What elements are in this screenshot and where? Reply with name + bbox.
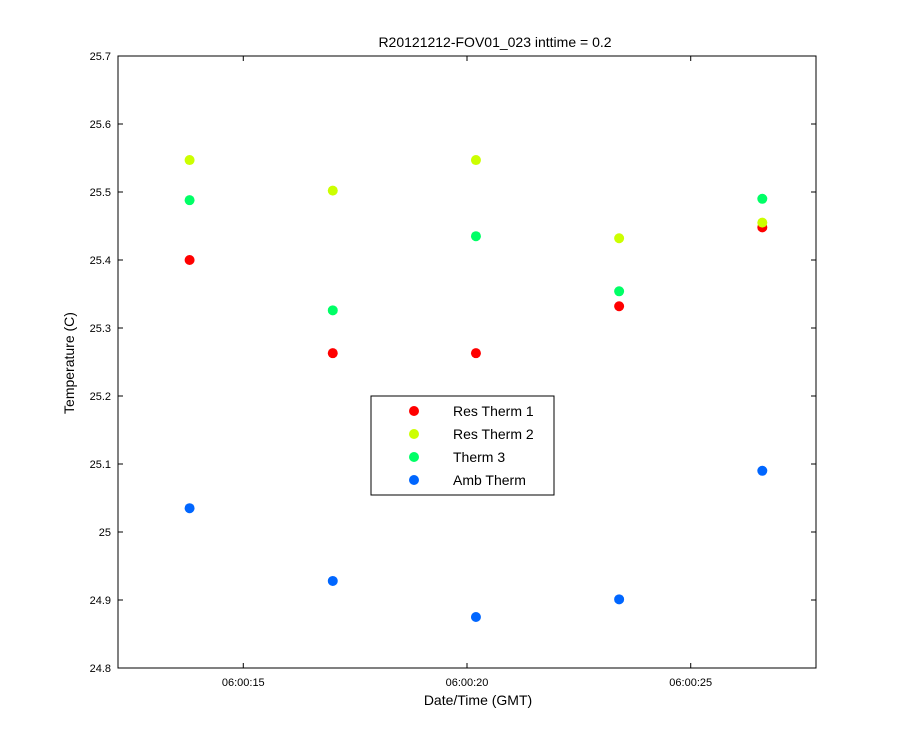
legend-box xyxy=(370,395,555,496)
data-point xyxy=(470,231,481,242)
data-point xyxy=(327,305,338,316)
data-point xyxy=(470,348,481,359)
series-amb-therm xyxy=(184,465,768,622)
y-tick-label: 25.2 xyxy=(90,391,111,403)
y-tick-label: 25.5 xyxy=(90,187,111,199)
data-point xyxy=(614,286,625,297)
series-therm-3 xyxy=(184,193,768,316)
data-point xyxy=(184,255,195,265)
y-tick-label: 25.6 xyxy=(90,119,111,131)
y-tick-label: 25 xyxy=(99,527,111,539)
x-tick-label: 06:00:20 xyxy=(446,677,489,689)
data-point xyxy=(327,185,338,196)
series-res-therm-2 xyxy=(184,155,768,244)
legend-marker xyxy=(409,406,419,416)
data-point xyxy=(614,301,625,312)
data-point xyxy=(757,193,768,204)
data-point xyxy=(757,217,768,228)
x-tick-label: 06:00:15 xyxy=(222,677,265,689)
legend-label: Amb Therm xyxy=(453,472,526,488)
legend-marker xyxy=(409,475,419,485)
y-axis-title: Temperature (C) xyxy=(61,312,77,414)
y-tick-label: 25.4 xyxy=(90,255,111,267)
legend-marker xyxy=(409,452,419,462)
data-point xyxy=(184,195,195,206)
x-tick-label: 06:00:25 xyxy=(669,677,712,689)
y-tick-label: 25.1 xyxy=(90,459,111,471)
x-axis-title: Date/Time (GMT) xyxy=(424,692,532,708)
data-point xyxy=(614,594,625,605)
legend-label: Therm 3 xyxy=(453,449,505,465)
data-point xyxy=(470,612,481,622)
y-tick-label: 24.8 xyxy=(90,663,111,675)
plot-area: 24.8 24.9 25 25.1 25.2 25.3 25.4 25.5 25.6 25.7 06… xyxy=(90,51,817,689)
chart-title: R20121212-FOV01_023 inttime = 0.2 xyxy=(378,34,611,50)
legend-marker xyxy=(409,429,419,439)
data-point xyxy=(614,233,625,244)
y-tick-label: 24.9 xyxy=(90,595,111,607)
data-point xyxy=(184,503,195,514)
legend-label: Res Therm 2 xyxy=(453,426,534,442)
legend: Res Therm 1 Res Therm 2 Therm 3 Amb Therm xyxy=(370,395,555,496)
y-tick-label: 25.7 xyxy=(90,51,111,63)
data-point xyxy=(184,155,195,166)
y-tick-label: 25.3 xyxy=(90,323,111,335)
legend-label: Res Therm 1 xyxy=(453,403,534,419)
data-point xyxy=(327,575,338,586)
data-point xyxy=(470,155,481,166)
data-point xyxy=(757,465,768,476)
data-point xyxy=(327,348,338,359)
